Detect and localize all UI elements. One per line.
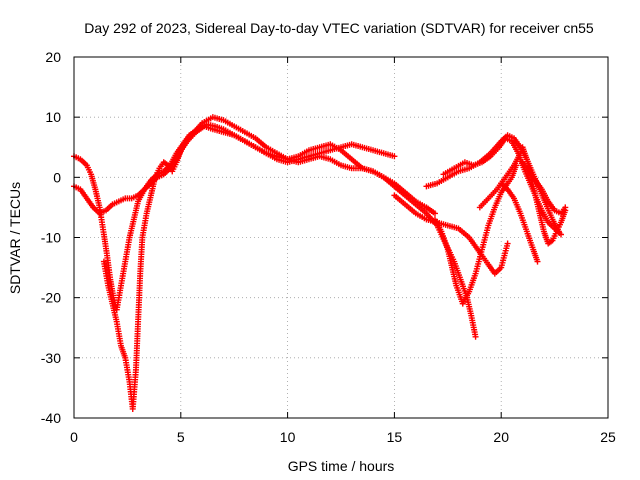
data-point bbox=[562, 204, 569, 211]
x-tick-label: 25 bbox=[600, 429, 616, 445]
x-axis-label: GPS time / hours bbox=[288, 458, 395, 474]
data-point bbox=[391, 153, 398, 160]
data-point bbox=[534, 258, 541, 265]
data-point bbox=[431, 210, 438, 217]
chart-title: Day 292 of 2023, Sidereal Day-to-day VTE… bbox=[84, 20, 594, 36]
y-axis-label: SDTVAR / TECUs bbox=[7, 182, 23, 294]
y-tick-labels: -40 -30 -20 -10 0 10 20 bbox=[41, 49, 61, 426]
x-tick-label: 0 bbox=[70, 429, 78, 445]
y-tick-label: 20 bbox=[45, 49, 61, 65]
series-pass-9 bbox=[498, 180, 541, 265]
series-pass-8 bbox=[476, 144, 569, 247]
y-tick-label: -40 bbox=[41, 410, 61, 426]
y-tick-label: -20 bbox=[41, 290, 61, 306]
x-tick-label: 20 bbox=[493, 429, 509, 445]
series-pass-7 bbox=[391, 192, 511, 277]
data-point bbox=[472, 333, 479, 340]
series-pass-10 bbox=[519, 159, 569, 217]
series-pass-4 bbox=[431, 162, 520, 307]
plot-frame bbox=[73, 56, 609, 419]
y-tick-label: 10 bbox=[45, 109, 61, 125]
y-tick-label: -10 bbox=[41, 230, 61, 246]
data-series bbox=[71, 114, 569, 412]
x-tick-label: 15 bbox=[387, 429, 403, 445]
grid bbox=[74, 57, 608, 418]
y-tick-label: 0 bbox=[53, 169, 61, 185]
data-point bbox=[558, 231, 565, 238]
series-pass-3 bbox=[100, 123, 438, 412]
y-tick-label: -30 bbox=[41, 350, 61, 366]
data-point bbox=[504, 240, 511, 247]
x-tick-label: 5 bbox=[177, 429, 185, 445]
x-tick-label: 10 bbox=[280, 429, 296, 445]
x-tick-labels: 0 5 10 15 20 25 bbox=[70, 429, 616, 445]
series-pass-1 bbox=[71, 121, 398, 313]
